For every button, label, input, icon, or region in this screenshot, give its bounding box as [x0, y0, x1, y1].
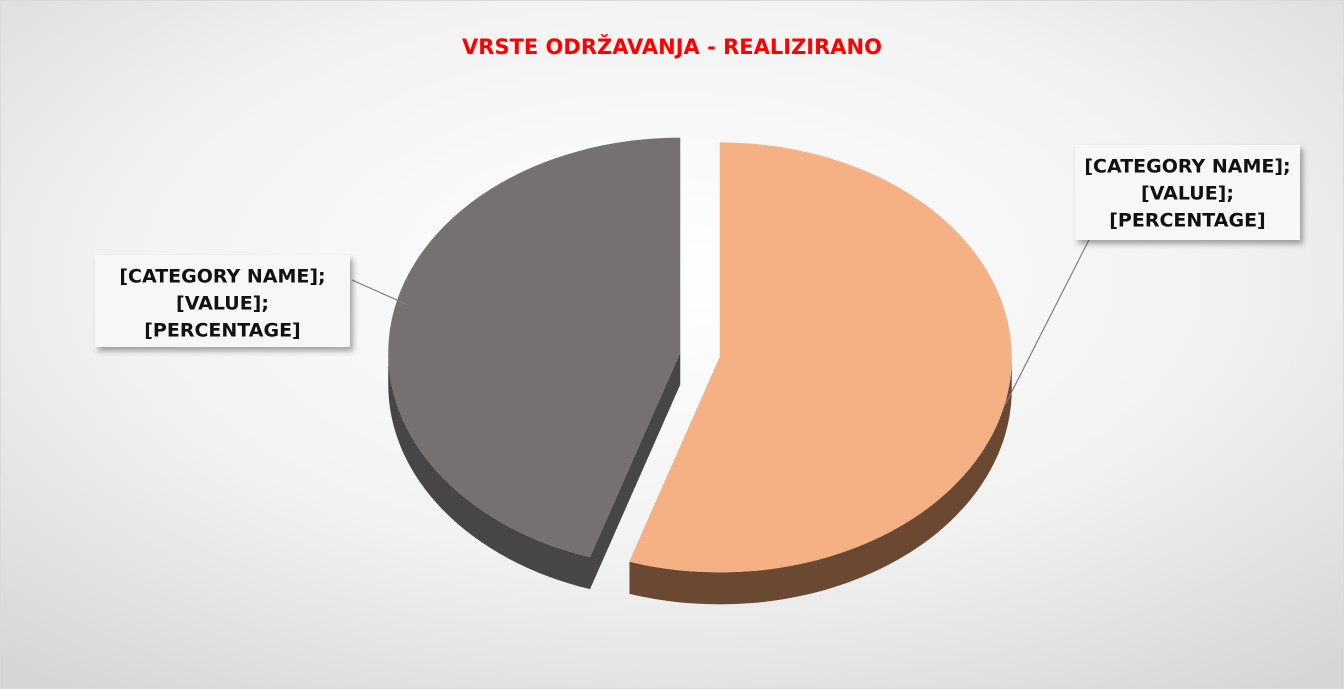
data-label: [PERCENTAGE] — [1109, 210, 1266, 232]
slice-side — [629, 357, 1012, 605]
leader-line — [351, 279, 409, 306]
label-box — [1075, 145, 1300, 240]
data-label: [CATEGORY NAME]; — [119, 266, 325, 288]
data-label: [VALUE]; — [1141, 183, 1234, 205]
slice-side — [388, 352, 591, 590]
slice-side — [590, 352, 681, 590]
data-label: [VALUE]; — [176, 293, 269, 315]
pie-slice — [629, 142, 1012, 573]
chart-title: VRSTE ODRŽAVANJA - REALIZIRANO — [462, 34, 882, 59]
data-label: [PERCENTAGE] — [144, 320, 301, 342]
label-box — [95, 255, 350, 347]
pie-slice — [388, 137, 681, 558]
data-label: [CATEGORY NAME]; — [1084, 156, 1290, 178]
leader-line — [1004, 227, 1096, 406]
